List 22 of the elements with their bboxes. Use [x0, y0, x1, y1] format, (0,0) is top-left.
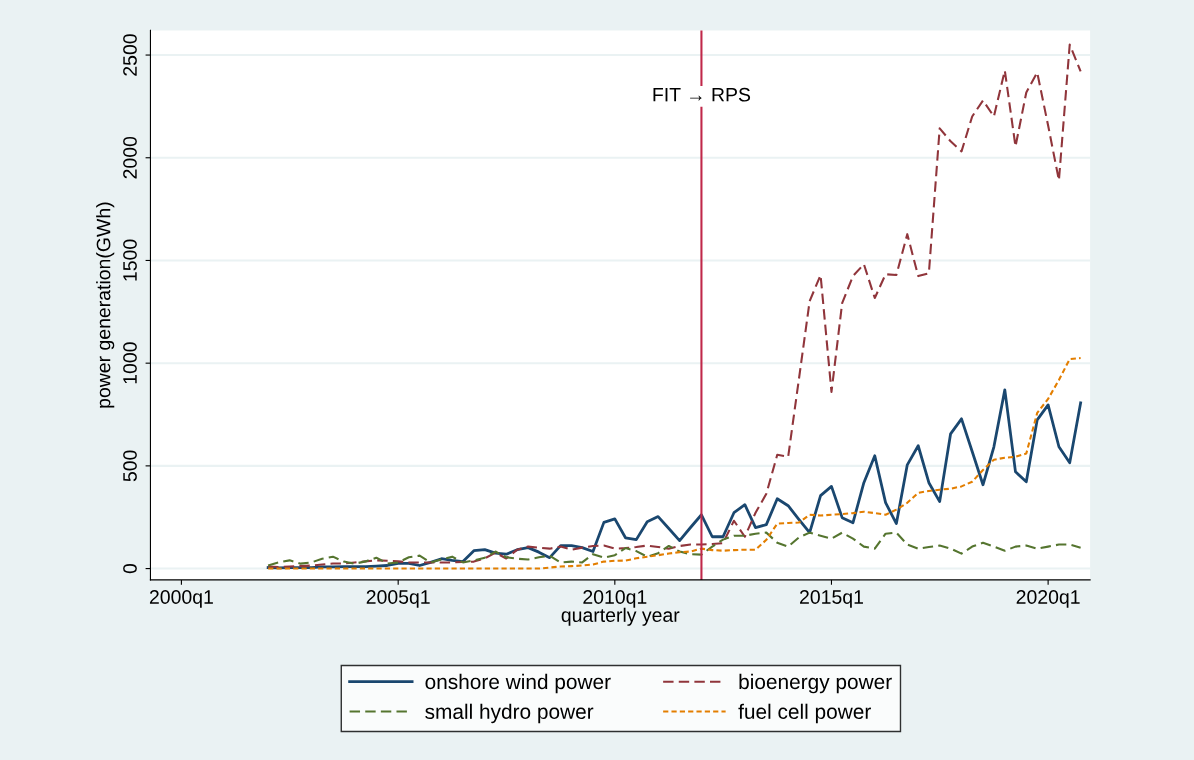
y-tick-label: 1000 — [123, 342, 137, 384]
line-series — [267, 531, 1082, 567]
line-series — [266, 388, 1083, 570]
legend-label: small hydro power — [425, 703, 594, 724]
x-axis-title: quarterly year — [561, 607, 680, 626]
legend-label: onshore wind power — [425, 673, 611, 694]
y-tick-label: 1500 — [123, 239, 137, 281]
ref-line-label: FIT → RPS — [653, 87, 751, 102]
x-tick-label: 2020q1 — [1016, 590, 1080, 608]
y-tick-label: 2500 — [123, 34, 137, 76]
x-tick-label: 2015q1 — [800, 590, 863, 608]
line-series — [267, 43, 1082, 568]
y-axis-title: power generation(GWh) — [96, 202, 115, 408]
x-tick-label: 2000q1 — [149, 590, 213, 608]
legend-label: bioenergy power — [739, 673, 892, 694]
x-tick-label: 2005q1 — [366, 590, 430, 608]
y-tick-label: 2000 — [123, 136, 137, 179]
legend-label: fuel cell power — [738, 703, 871, 724]
y-tick-label: 0 — [123, 563, 137, 574]
line-series — [267, 356, 1082, 570]
y-tick-label: 500 — [123, 450, 137, 482]
x-tick-label: 2010q1 — [583, 590, 647, 608]
